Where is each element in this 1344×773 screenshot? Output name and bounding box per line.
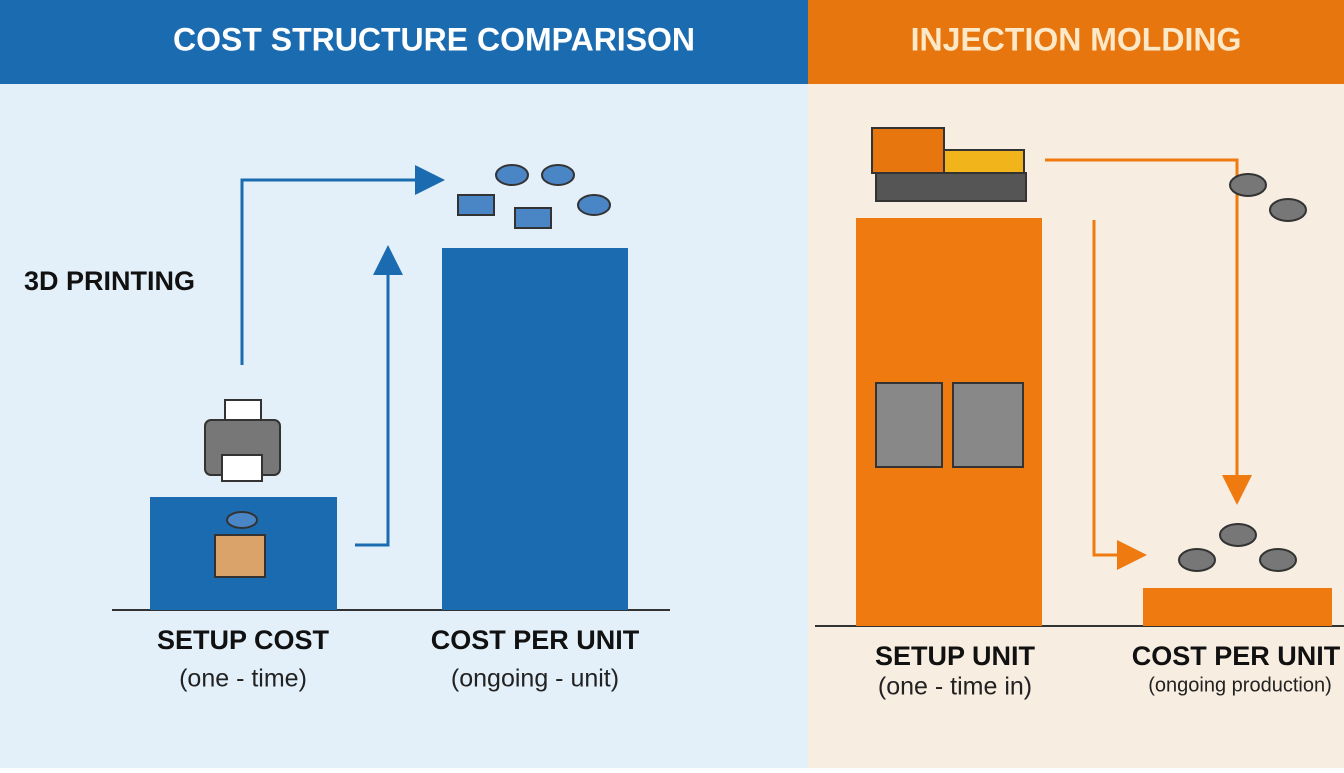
title: COST STRUCTURE COMPARISON (173, 21, 695, 57)
mold-icon (875, 382, 1024, 468)
left-bg (0, 0, 808, 768)
box-icon (214, 511, 266, 578)
arrow (1092, 220, 1147, 570)
column-label: COST PER UNIT (431, 625, 640, 655)
column-sublabel: (ongoing production) (1148, 674, 1331, 696)
arrow (240, 165, 445, 365)
column-label: SETUP UNIT (875, 641, 1036, 671)
arrow (1045, 158, 1252, 505)
panel-label: 3D PRINTING (24, 266, 195, 296)
right-title: INJECTION MOLDING (911, 21, 1242, 57)
printer-icon (204, 399, 281, 482)
column-sublabel: (one - time) (179, 665, 307, 693)
parts-icon (1178, 173, 1307, 572)
column-label: COST PER UNIT (1132, 641, 1341, 671)
arrow (355, 245, 403, 547)
column-sublabel: (one - time in) (878, 673, 1032, 701)
unit-bar (442, 248, 628, 610)
parts-icon (457, 164, 611, 229)
machine-icon (871, 127, 1027, 202)
unit-bar (1143, 588, 1332, 626)
column-label: SETUP COST (157, 625, 330, 655)
left-header (0, 0, 808, 84)
right-header (808, 0, 1344, 84)
column-sublabel: (ongoing - unit) (451, 665, 619, 693)
